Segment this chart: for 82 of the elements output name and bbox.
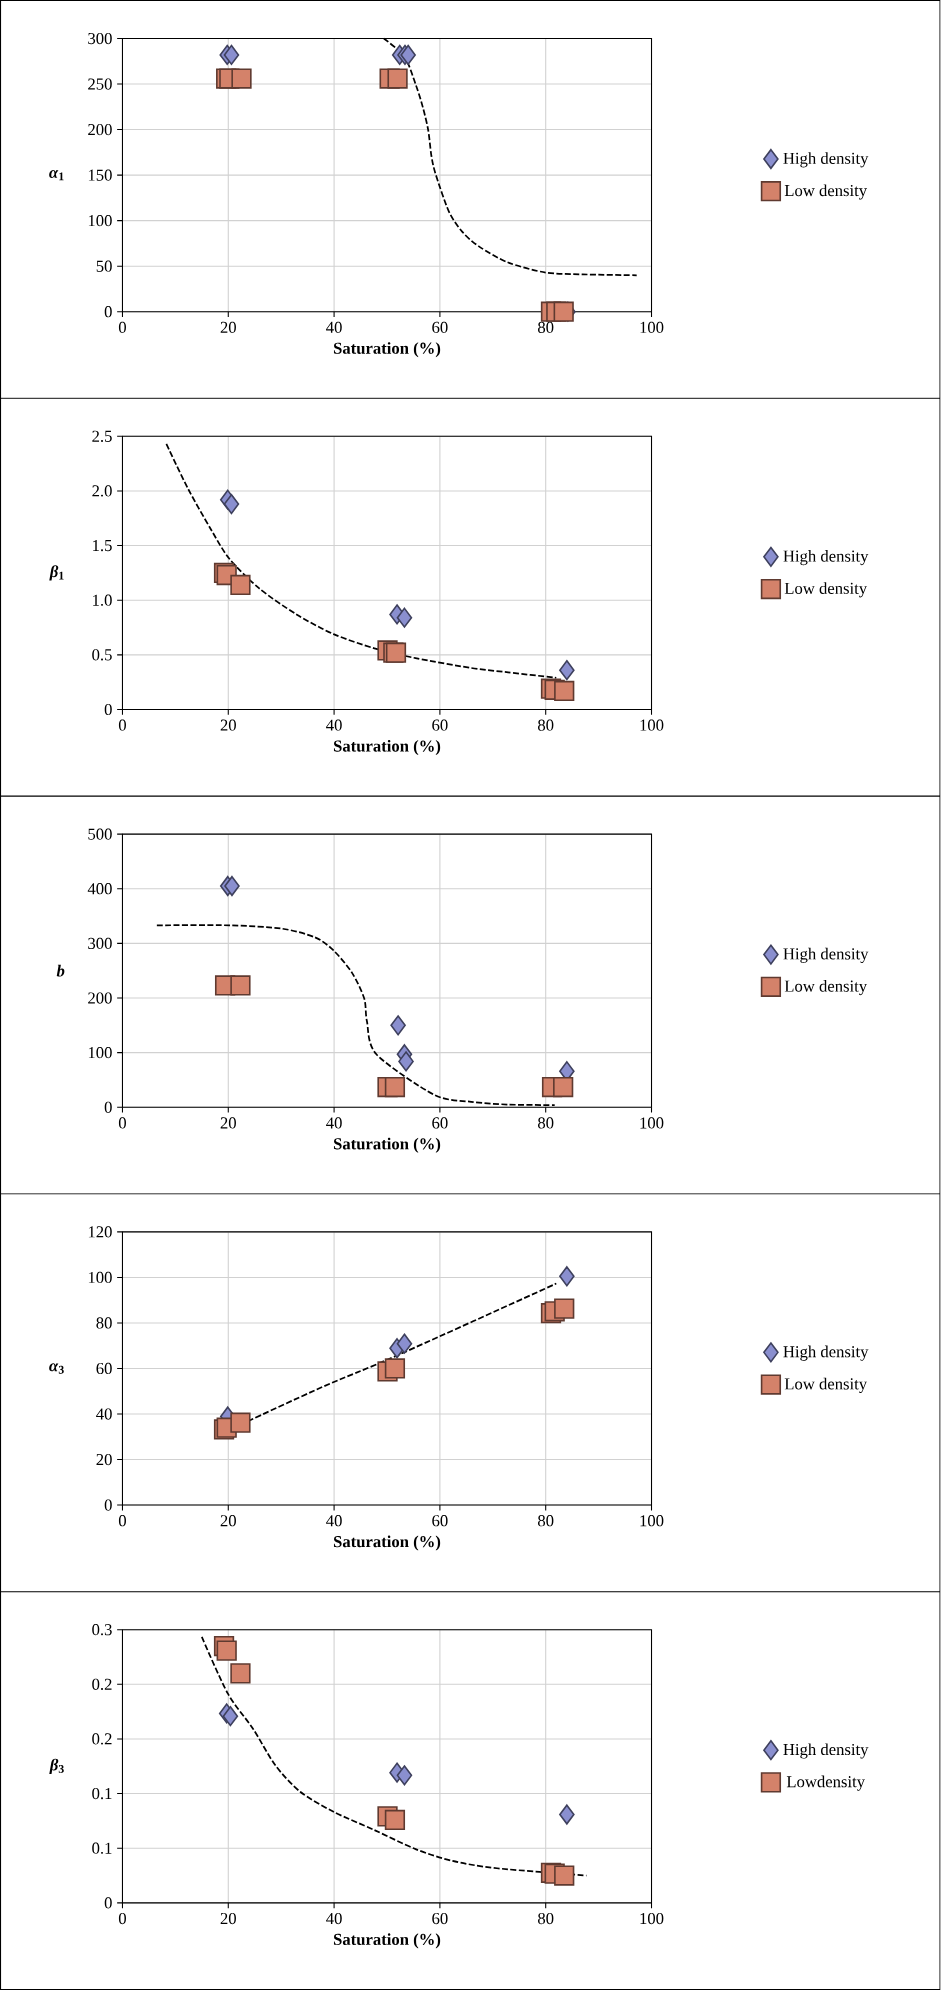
- x-tick-label: 20: [220, 1515, 237, 1527]
- y-axis-title: α$_{3}$: [49, 1363, 65, 1374]
- y-tick-label: 100: [89, 1271, 113, 1284]
- y-tick-label: 200: [88, 992, 113, 1004]
- y-tick-label: 2.5: [92, 430, 112, 442]
- legend-label: High density: [783, 1345, 869, 1361]
- y-tick-label: 60: [96, 1362, 113, 1375]
- x-tick-label: 80: [538, 1912, 554, 1925]
- x-tick-label: 0: [119, 1912, 127, 1925]
- x-tick-label: 80: [538, 1515, 554, 1527]
- y-tick-label: 100: [89, 1047, 113, 1059]
- x-axis-title: Saturation (%): [334, 342, 441, 358]
- x-axis-title: Saturation (%): [334, 739, 441, 756]
- y-tick-label: 0: [104, 1897, 113, 1909]
- y-tick-label: 40: [96, 1408, 113, 1420]
- x-tick-label: 20: [220, 321, 237, 333]
- x-tick-label: 60: [432, 1912, 448, 1925]
- y-tick-label: 300: [88, 32, 113, 45]
- x-tick-label: 20: [220, 1117, 237, 1129]
- y-tick-label: 2.0: [92, 485, 113, 497]
- legend-label: High density: [783, 1743, 869, 1759]
- y-tick-label: 120: [89, 1226, 113, 1238]
- x-tick-label: 100: [640, 1117, 664, 1129]
- x-tick-label: 80: [538, 719, 554, 731]
- y-tick-label: 0: [104, 306, 113, 318]
- x-tick-label: 40: [326, 1912, 342, 1925]
- y-tick-label: 0.2: [92, 1678, 112, 1690]
- x-tick-label: 0: [119, 1515, 127, 1527]
- y-axis-title: α$_{1}$: [49, 169, 64, 181]
- x-tick-label: 60: [432, 1117, 448, 1129]
- y-tick-label: 150: [89, 169, 113, 181]
- x-tick-label: 100: [640, 321, 664, 333]
- legend-label: Low density: [785, 582, 868, 598]
- x-tick-label: 60: [432, 719, 448, 731]
- x-tick-label: 60: [432, 321, 448, 333]
- y-tick-label: 500: [88, 828, 113, 840]
- y-tick-label: 300: [88, 937, 113, 949]
- legend-label: High density: [783, 550, 869, 566]
- legend-label: Low density: [785, 184, 868, 200]
- x-tick-label: 80: [538, 321, 554, 333]
- x-tick-label: 80: [538, 1117, 554, 1129]
- legend-label: Lowdensity: [787, 1775, 866, 1791]
- y-tick-label: 50: [96, 260, 113, 272]
- legend-label: High density: [783, 152, 869, 168]
- x-axis-title: Saturation (%): [334, 1933, 441, 1949]
- y-axis-title: β$_{3}$: [49, 1758, 65, 1774]
- y-axis-title: b: [56, 964, 65, 977]
- x-tick-label: 20: [220, 1912, 237, 1925]
- y-tick-label: 1.0: [93, 594, 113, 606]
- y-tick-label: 200: [88, 123, 113, 136]
- x-tick-label: 100: [640, 1515, 664, 1527]
- x-tick-label: 0: [119, 1117, 127, 1129]
- y-tick-label: 250: [88, 78, 113, 90]
- x-axis-title: Saturation (%): [334, 1137, 441, 1153]
- y-axis-title: β$_{1}$: [49, 565, 64, 581]
- y-tick-label: 400: [88, 883, 113, 895]
- x-tick-label: 100: [640, 1912, 664, 1925]
- legend-label: High density: [783, 947, 869, 963]
- x-tick-label: 40: [326, 1515, 342, 1527]
- x-axis-title: Saturation (%): [334, 1535, 441, 1551]
- x-tick-label: 0: [119, 321, 127, 333]
- y-tick-label: 0.3: [92, 1624, 112, 1636]
- y-tick-label: 0.5: [92, 649, 112, 661]
- x-tick-label: 20: [220, 719, 237, 731]
- x-tick-label: 60: [432, 1515, 448, 1527]
- x-tick-label: 0: [119, 719, 127, 731]
- x-tick-label: 40: [326, 321, 342, 333]
- y-tick-label: 0: [104, 1499, 113, 1511]
- y-tick-label: 0: [104, 1101, 113, 1113]
- y-tick-label: 80: [96, 1317, 113, 1329]
- y-tick-label: 1.5: [93, 539, 112, 552]
- y-tick-label: 0.1: [92, 1787, 112, 1800]
- x-tick-label: 40: [326, 719, 342, 731]
- y-tick-label: 100: [89, 215, 113, 227]
- y-tick-label: 20: [96, 1453, 113, 1466]
- y-tick-label: 0.2: [92, 1733, 112, 1745]
- y-tick-label: 0: [104, 703, 113, 716]
- legend-label: Low density: [785, 980, 868, 996]
- x-tick-label: 40: [326, 1117, 342, 1129]
- x-tick-label: 100: [640, 719, 664, 731]
- legend-label: Low density: [785, 1377, 868, 1393]
- y-tick-label: 0.1: [92, 1842, 112, 1854]
